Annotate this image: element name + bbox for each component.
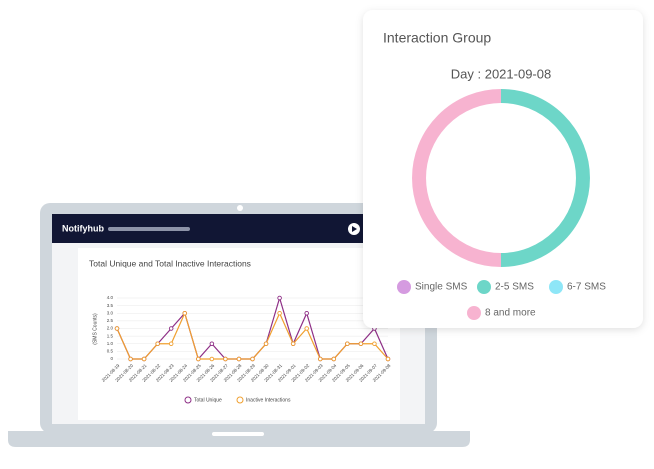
y-tick-label: 0 bbox=[110, 356, 113, 361]
chart-card bbox=[78, 248, 400, 420]
y-tick-label: 3.5 bbox=[107, 303, 114, 308]
y-tick-label: 4.0 bbox=[107, 295, 114, 300]
laptop-notch bbox=[212, 432, 264, 436]
legend-label: Inactive Interactions bbox=[246, 397, 291, 403]
point bbox=[155, 341, 160, 347]
point bbox=[114, 326, 120, 331]
line-chart: Total Unique and Total Inactive Interact… bbox=[89, 258, 392, 404]
legend-marker bbox=[549, 280, 563, 294]
brand: Notifyhub bbox=[62, 223, 104, 233]
point bbox=[128, 356, 133, 362]
point bbox=[277, 295, 282, 301]
y-tick-label: 2.5 bbox=[107, 318, 114, 323]
point bbox=[223, 356, 228, 362]
play-icon bbox=[352, 226, 357, 232]
y-axis-label: (SMS Counts) bbox=[92, 313, 98, 345]
legend-marker bbox=[184, 396, 192, 404]
point bbox=[304, 326, 309, 331]
legend-label: 2-5 SMS bbox=[495, 282, 534, 293]
donut-card bbox=[363, 10, 643, 328]
point bbox=[209, 356, 215, 362]
donut-segment bbox=[412, 89, 502, 267]
point bbox=[345, 341, 350, 347]
donut-segment bbox=[500, 89, 590, 267]
legend-label: 8 and more bbox=[485, 308, 536, 319]
legend-label: Total Unique bbox=[194, 397, 222, 403]
y-tick-label: 0.5 bbox=[107, 349, 114, 354]
point bbox=[385, 356, 391, 362]
legend-marker bbox=[467, 306, 481, 320]
point bbox=[168, 341, 174, 347]
y-tick-label: 3.0 bbox=[107, 310, 114, 315]
y-tick-label: 1.5 bbox=[107, 333, 114, 338]
y-tick-label: 1.0 bbox=[107, 341, 114, 346]
point bbox=[331, 356, 337, 362]
legend-marker bbox=[236, 396, 244, 404]
legend-label: 6-7 SMS bbox=[567, 282, 606, 293]
point bbox=[263, 341, 269, 347]
point bbox=[304, 311, 309, 316]
point bbox=[196, 356, 201, 362]
laptop-base bbox=[8, 431, 470, 447]
legend-marker bbox=[477, 280, 491, 294]
point bbox=[141, 356, 147, 362]
chart-title: Total Unique and Total Inactive Interact… bbox=[89, 258, 251, 268]
legend-label: Single SMS bbox=[415, 282, 468, 293]
header-bar bbox=[108, 227, 190, 231]
chart-subtitle: Day : 2021-09-08 bbox=[451, 66, 551, 81]
donut-chart: Interaction Group Day : 2021-09-08 Singl… bbox=[383, 30, 606, 320]
legend-marker bbox=[397, 280, 411, 294]
point bbox=[168, 326, 174, 331]
point bbox=[318, 356, 323, 362]
card-title: Interaction Group bbox=[383, 30, 491, 46]
point bbox=[372, 341, 377, 347]
point bbox=[250, 356, 255, 362]
point bbox=[209, 341, 215, 347]
point bbox=[277, 311, 282, 316]
point bbox=[358, 341, 364, 347]
y-tick-label: 2.0 bbox=[107, 326, 114, 331]
point bbox=[182, 311, 187, 316]
point bbox=[290, 341, 296, 347]
camera bbox=[237, 205, 243, 211]
point bbox=[236, 356, 242, 362]
